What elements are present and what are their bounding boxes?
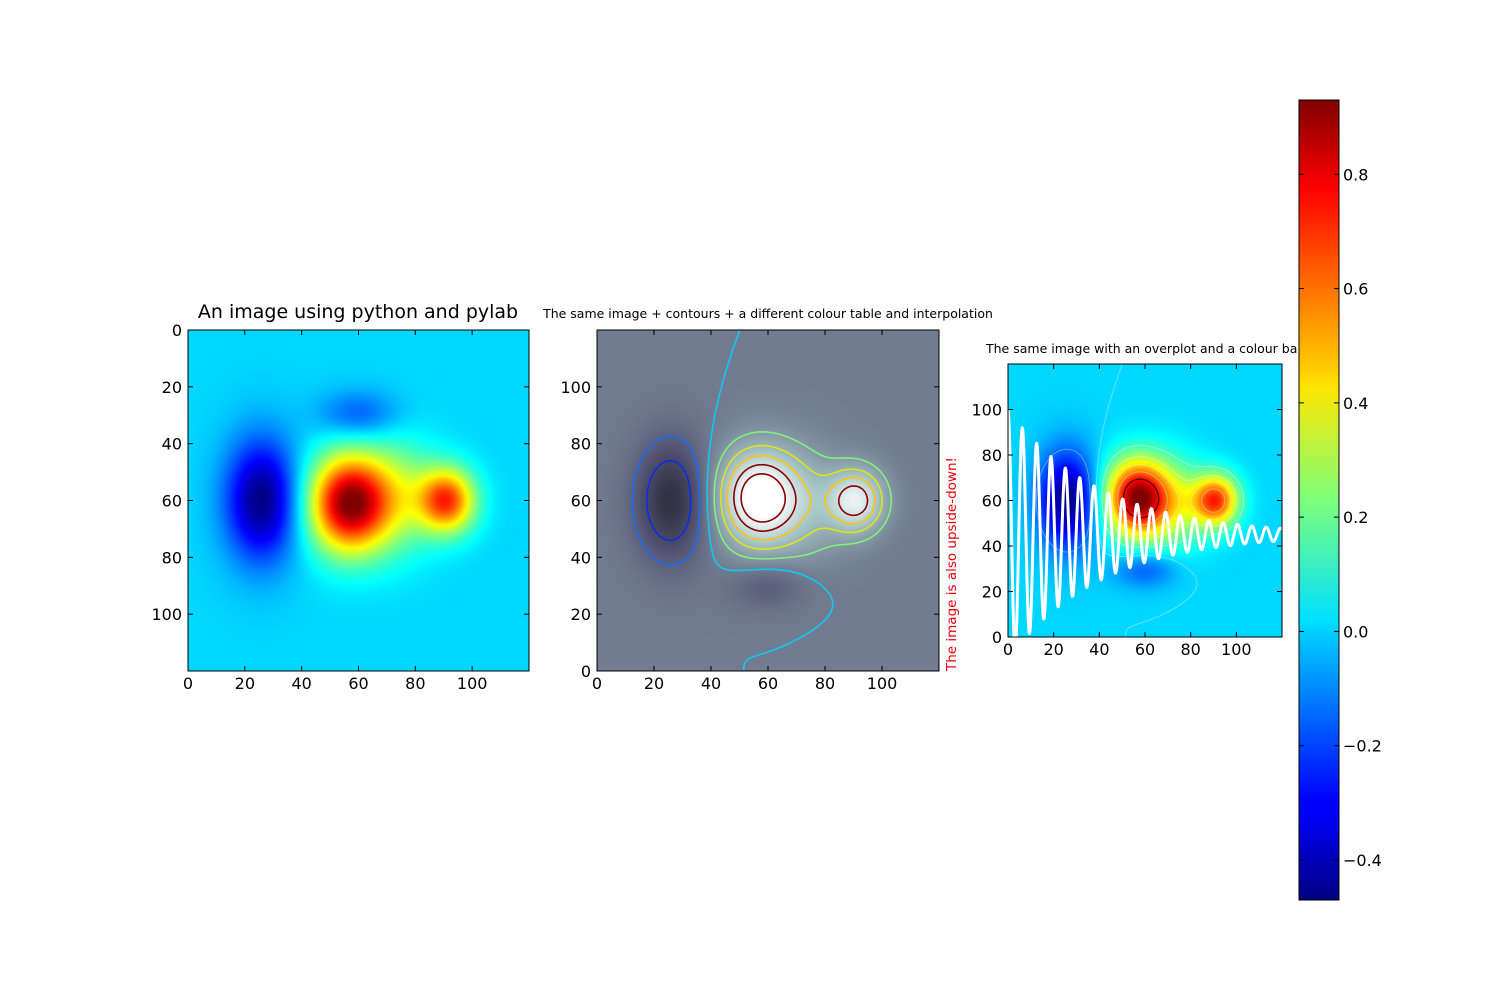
colorbar-tick-label: −0.4 — [1343, 851, 1382, 870]
panel-3-ytick-label: 40 — [982, 537, 1002, 556]
panel-3-ytick-label: 100 — [971, 401, 1002, 420]
panel-1-xtick-label: 20 — [235, 674, 255, 693]
colorbar-gradient — [1299, 100, 1339, 900]
upside-down-note: The image is also upside-down! — [944, 457, 960, 672]
panel-1-title: An image using python and pylab — [198, 301, 518, 323]
panel-1-xtick-label: 0 — [183, 674, 193, 693]
panel-1-xtick-label: 40 — [291, 674, 311, 693]
panel-3-ytick-label: 0 — [992, 628, 1002, 647]
panel-1-xtick-label: 100 — [457, 674, 488, 693]
panel-1-ytick-label: 0 — [172, 321, 182, 340]
colorbar-tick-label: 0.8 — [1343, 165, 1368, 184]
panel-3-xtick-label: 40 — [1089, 640, 1109, 659]
contour-line — [720, 444, 883, 550]
contour-line — [631, 435, 701, 566]
panel-2-ytick-label: 20 — [571, 605, 591, 624]
contour-line — [1111, 464, 1232, 533]
colorbar-frame — [1298, 99, 1340, 901]
panel-1-ticks: 0 20 40 60 80 100 0 20 40 60 80 100 — [151, 321, 529, 693]
panel-2-image — [597, 330, 939, 671]
panel-2-xtick-label: 0 — [592, 674, 602, 693]
panel-3-title: The same image with an overplot and a co… — [985, 341, 1303, 356]
panel-2-ticks: 0 20 40 60 80 100 0 20 40 60 80 100 — [560, 330, 939, 693]
colorbar-tick-label: −0.2 — [1343, 737, 1382, 756]
panel-2-xtick-label: 100 — [867, 674, 898, 693]
panel-3-ytick-label: 80 — [982, 446, 1002, 465]
contour-line — [706, 329, 834, 672]
panel-3-ytick-label: 20 — [982, 583, 1002, 602]
panel-1: An image using python and pylab 0 20 40 60 8… — [151, 301, 530, 693]
panel-2-xtick-label: 80 — [815, 674, 835, 693]
panel-2-ytick-label: 60 — [571, 492, 591, 511]
panel-2-ytick-label: 100 — [560, 378, 591, 397]
panel-3-overplot-line — [1006, 409, 1284, 639]
contour-line — [740, 473, 787, 523]
panel-2-contours — [631, 329, 892, 672]
panel-2-xtick-label: 40 — [701, 674, 721, 693]
panel-3: The same image with an overplot and a co… — [971, 341, 1303, 659]
panel-2-title: The same image + contours + a different … — [542, 306, 993, 321]
colorbar-tick-label: 0.0 — [1343, 622, 1368, 641]
colorbar: −0.4 −0.2 0.0 0.2 0.4 0.6 0.8 — [1298, 99, 1382, 901]
contour-line — [733, 463, 869, 532]
colorbar-tick-label: 0.6 — [1343, 280, 1368, 299]
colorbar-ticks: −0.4 −0.2 0.0 0.2 0.4 0.6 0.8 — [1299, 165, 1382, 870]
panel-3-xtick-label: 80 — [1180, 640, 1200, 659]
panel-1-xtick-label: 80 — [405, 674, 425, 693]
contour-line — [713, 431, 892, 560]
panel-2-ytick-label: 0 — [581, 662, 591, 681]
panel-1-xtick-label: 60 — [348, 674, 368, 693]
panel-1-ytick-label: 20 — [162, 378, 182, 397]
panel-1-ytick-label: 60 — [162, 492, 182, 511]
panel-3-xtick-label: 100 — [1221, 640, 1252, 659]
panel-3-xtick-label: 0 — [1003, 640, 1013, 659]
panel-3-ticks: 0 20 40 60 80 100 0 20 40 60 80 100 — [971, 364, 1282, 659]
panel-1-ytick-label: 80 — [162, 548, 182, 567]
panel-2-ytick-label: 80 — [571, 435, 591, 454]
panel-2-xtick-label: 20 — [644, 674, 664, 693]
panel-1-image — [188, 330, 529, 671]
panel-3-xtick-label: 60 — [1135, 640, 1155, 659]
colorbar-tick-label: 0.2 — [1343, 508, 1368, 527]
panel-2-xtick-label: 60 — [758, 674, 778, 693]
panel-2: The same image + contours + a different … — [542, 306, 993, 693]
contour-line — [726, 454, 876, 541]
panel-1-ytick-label: 100 — [151, 605, 182, 624]
panel-3-xtick-label: 20 — [1043, 640, 1063, 659]
contour-line — [646, 459, 692, 542]
panel-2-ytick-label: 40 — [571, 548, 591, 567]
panel-3-ytick-label: 60 — [982, 492, 1002, 511]
panel-1-ytick-label: 40 — [162, 435, 182, 454]
colorbar-tick-label: 0.4 — [1343, 394, 1368, 413]
